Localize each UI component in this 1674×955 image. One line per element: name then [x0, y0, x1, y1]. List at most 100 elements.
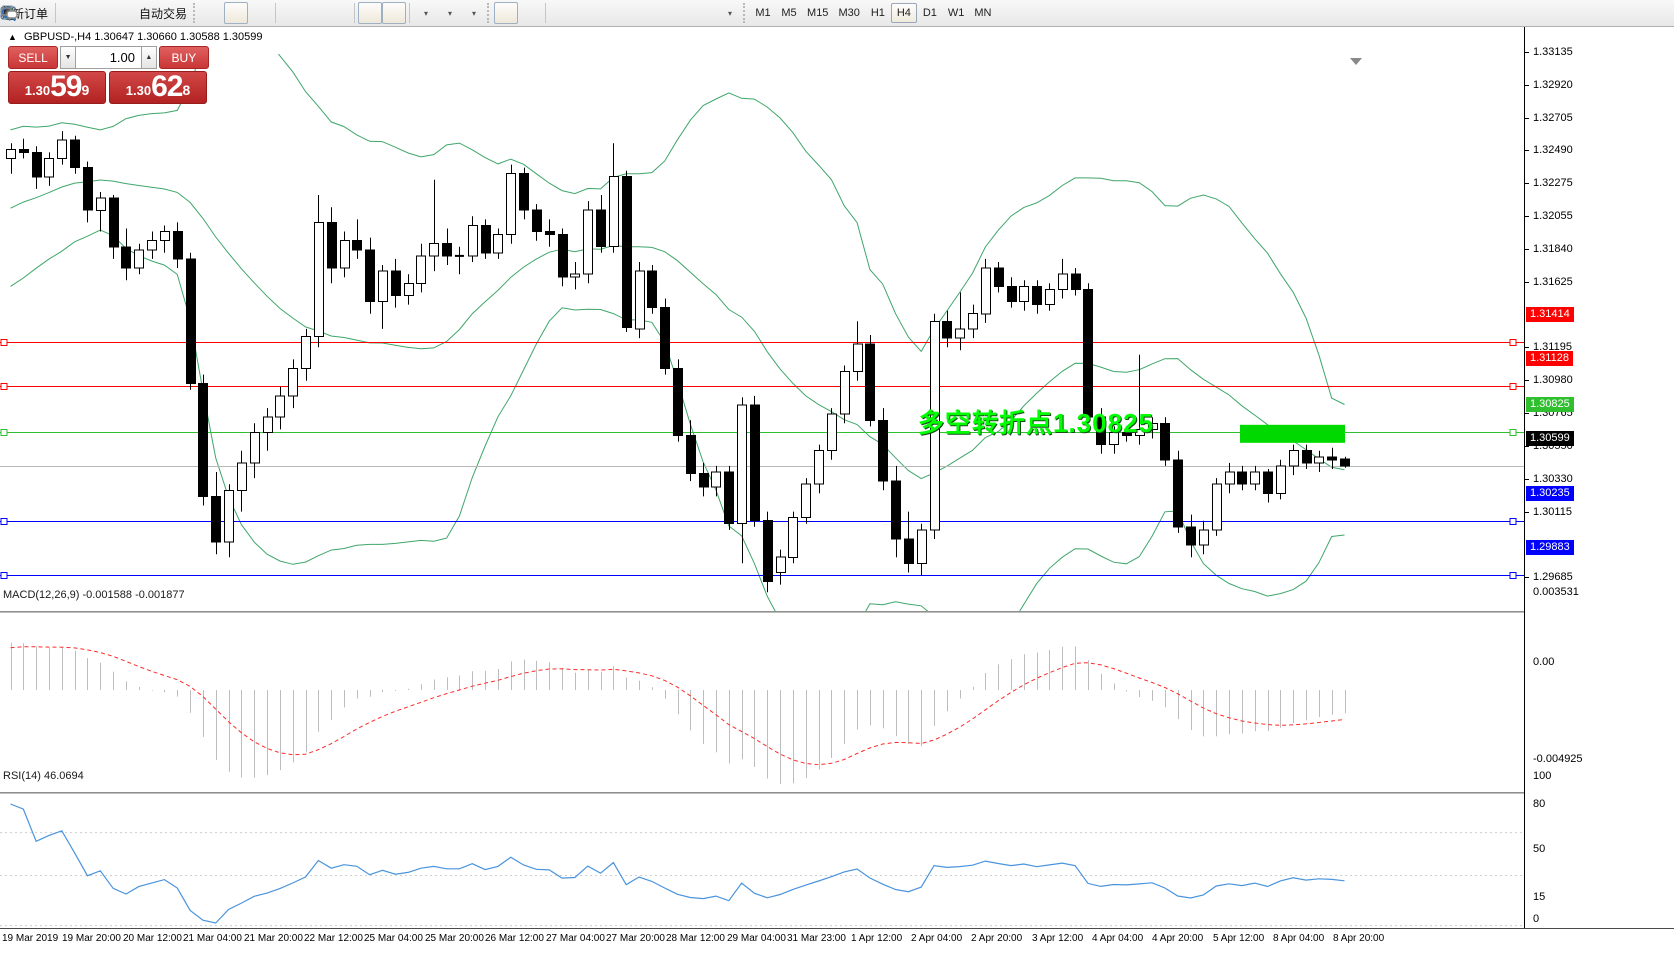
text-button[interactable]: A — [3, 2, 693, 24]
volume-decrease-button[interactable]: ▼ — [60, 46, 76, 69]
time-label: 21 Mar 20:00 — [244, 933, 303, 944]
timeframe-group: M1 M5 M15 M30 H1 H4 D1 W1 MN — [750, 0, 996, 27]
vertical-line-button[interactable] — [7, 2, 573, 24]
auto-scroll-button[interactable] — [2, 2, 383, 24]
periods-button[interactable]: ▾ — [1, 2, 461, 24]
price-badge-1.31128[interactable]: 1.31128 — [1526, 350, 1573, 366]
tick-label: 1.31195 — [1533, 341, 1572, 354]
time-label: 26 Mar 12:00 — [485, 933, 544, 944]
tick-mark — [1525, 52, 1529, 54]
crosshair-button[interactable] — [1, 2, 542, 24]
collapse-icon[interactable]: ▲ — [8, 32, 17, 42]
horizontal-line-1.29883[interactable] — [0, 572, 1524, 579]
dropdown-icon: ▾ — [424, 8, 429, 18]
time-label: 2 Apr 04:00 — [911, 933, 963, 944]
price-badge-1.30599[interactable]: 1.30599 — [1526, 431, 1574, 447]
macd-pane[interactable] — [0, 613, 1524, 792]
timeframe-button-m30[interactable]: M30 — [838, 7, 860, 19]
signals-button[interactable] — [1, 2, 131, 24]
price-badge-1.30235[interactable]: 1.30235 — [1526, 486, 1574, 502]
horizontal-line-1.31414[interactable] — [0, 339, 1524, 346]
tick-mark — [1525, 281, 1529, 283]
search-button[interactable] — [1, 2, 1646, 24]
market-button[interactable] — [0, 2, 83, 24]
macd-indicator-label: MACD(12,26,9) -0.001588 -0.001877 — [3, 589, 185, 601]
horizontal-line-1.31128[interactable] — [0, 383, 1524, 390]
tick-mark — [1525, 577, 1529, 579]
chart-shift-button[interactable] — [2, 2, 407, 24]
rsi-axis-label: 15 — [1533, 891, 1546, 903]
time-label: 25 Mar 20:00 — [425, 933, 484, 944]
line-chart-button[interactable] — [1, 2, 272, 24]
timeframe-button-h1[interactable]: H1 — [870, 7, 885, 19]
tick-label: 1.32275 — [1533, 176, 1573, 189]
time-axis[interactable]: 19 Mar 2019 19 Mar 20:00 20 Mar 12:00 21 Ma… — [0, 928, 1674, 949]
new-order-label: 新订单 — [12, 6, 49, 21]
price-badge-1.31414[interactable]: 1.31414 — [1526, 307, 1574, 323]
timeframe-button-w1[interactable]: W1 — [947, 7, 965, 19]
toolbar: 新订单 自动交易 — [0, 0, 1674, 27]
symbol-ohlc: 1.30647 1.30660 1.30588 1.30599 — [94, 31, 263, 43]
sell-price-box[interactable]: 1.30 59 9 — [8, 71, 106, 104]
candlestick-chart-button[interactable] — [1, 2, 249, 24]
dropdown-icon: ▾ — [728, 8, 733, 18]
volume-input[interactable] — [76, 46, 141, 69]
pane-separator[interactable] — [0, 792, 1524, 794]
chat-button[interactable] — [0, 2, 1670, 24]
buy-button[interactable]: BUY — [158, 46, 209, 69]
tick-label: 1.31625 — [1533, 275, 1573, 288]
time-label: 29 Mar 04:00 — [727, 933, 786, 944]
one-click-trading-panel: SELL ▼ ▲ BUY 1.30 59 9 1.30 62 8 — [8, 46, 209, 104]
rsi-pane[interactable] — [0, 794, 1524, 955]
time-label: 19 Mar 20:00 — [62, 933, 121, 944]
time-label: 19 Mar 2019 — [2, 933, 59, 944]
autotrading-button[interactable]: 自动交易 — [1, 2, 191, 24]
time-label: 27 Mar 20:00 — [606, 933, 665, 944]
timeframe-button-m15[interactable]: M15 — [807, 7, 829, 19]
virtual-hosting-button[interactable] — [1, 2, 107, 24]
tick-label: 1.30330 — [1533, 473, 1573, 486]
time-label: 21 Mar 04:00 — [183, 933, 242, 944]
dropdown-icon: ▾ — [448, 8, 453, 18]
pane-separator[interactable] — [0, 611, 1524, 613]
indicators-button[interactable]: f ▾ — [1, 2, 437, 24]
label-button[interactable]: T — [1, 2, 717, 24]
timeframe-button-h4[interactable]: H4 — [890, 3, 917, 23]
timeframe-button-d1[interactable]: D1 — [922, 7, 937, 19]
buy-price-big: 62 — [151, 70, 183, 103]
buy-price-box[interactable]: 1.30 62 8 — [109, 71, 207, 104]
volume-increase-button[interactable]: ▲ — [141, 46, 157, 69]
arrows-button[interactable]: ▾ — [3, 2, 741, 24]
time-label: 1 Apr 12:00 — [851, 933, 903, 944]
cursor-button[interactable] — [4, 2, 519, 24]
timeframe-button-mn[interactable]: MN — [974, 7, 992, 19]
price-badge-1.29883[interactable]: 1.29883 — [1526, 540, 1574, 556]
trendline-button[interactable] — [1, 2, 621, 24]
main-price-pane[interactable] — [0, 54, 1524, 611]
channel-button[interactable]: E — [0, 2, 645, 24]
fibonacci-button[interactable]: F — [1, 2, 669, 24]
zoom-in-button[interactable] — [2, 2, 303, 24]
rsi-axis-label: 100 — [1533, 770, 1552, 782]
chart-text-annotation[interactable]: 多空转折点1.30825 — [918, 408, 1154, 438]
tile-windows-button[interactable] — [1, 2, 351, 24]
macd-axis-label: 0.003531 — [1533, 586, 1579, 598]
templates-button[interactable]: ▾ — [0, 2, 485, 24]
candles-layer — [6, 131, 1350, 593]
timeframe-button-m5[interactable]: M5 — [781, 7, 797, 19]
price-badge-1.30825[interactable]: 1.30825 — [1526, 396, 1574, 412]
zoom-out-button[interactable] — [2, 2, 327, 24]
horizontal-line-button[interactable] — [1, 2, 597, 24]
time-label: 31 Mar 23:00 — [787, 933, 846, 944]
sell-price-prefix: 1.30 — [24, 83, 51, 98]
timeframe-button-m1[interactable]: M1 — [755, 7, 771, 19]
tick-mark — [1525, 216, 1529, 218]
price-axis[interactable]: 1.33135 1.32920 1.32705 1.32490 1.32275 1.320… — [1524, 27, 1674, 928]
highlight-rectangle[interactable] — [1240, 424, 1345, 443]
horizontal-line-1.30235[interactable] — [0, 518, 1524, 525]
bar-chart-button[interactable] — [1, 2, 224, 24]
sell-button[interactable]: SELL — [8, 46, 59, 69]
autotrading-label: 自动交易 — [139, 6, 188, 21]
time-label: 22 Mar 12:00 — [304, 933, 363, 944]
macd-histogram — [11, 642, 1346, 784]
